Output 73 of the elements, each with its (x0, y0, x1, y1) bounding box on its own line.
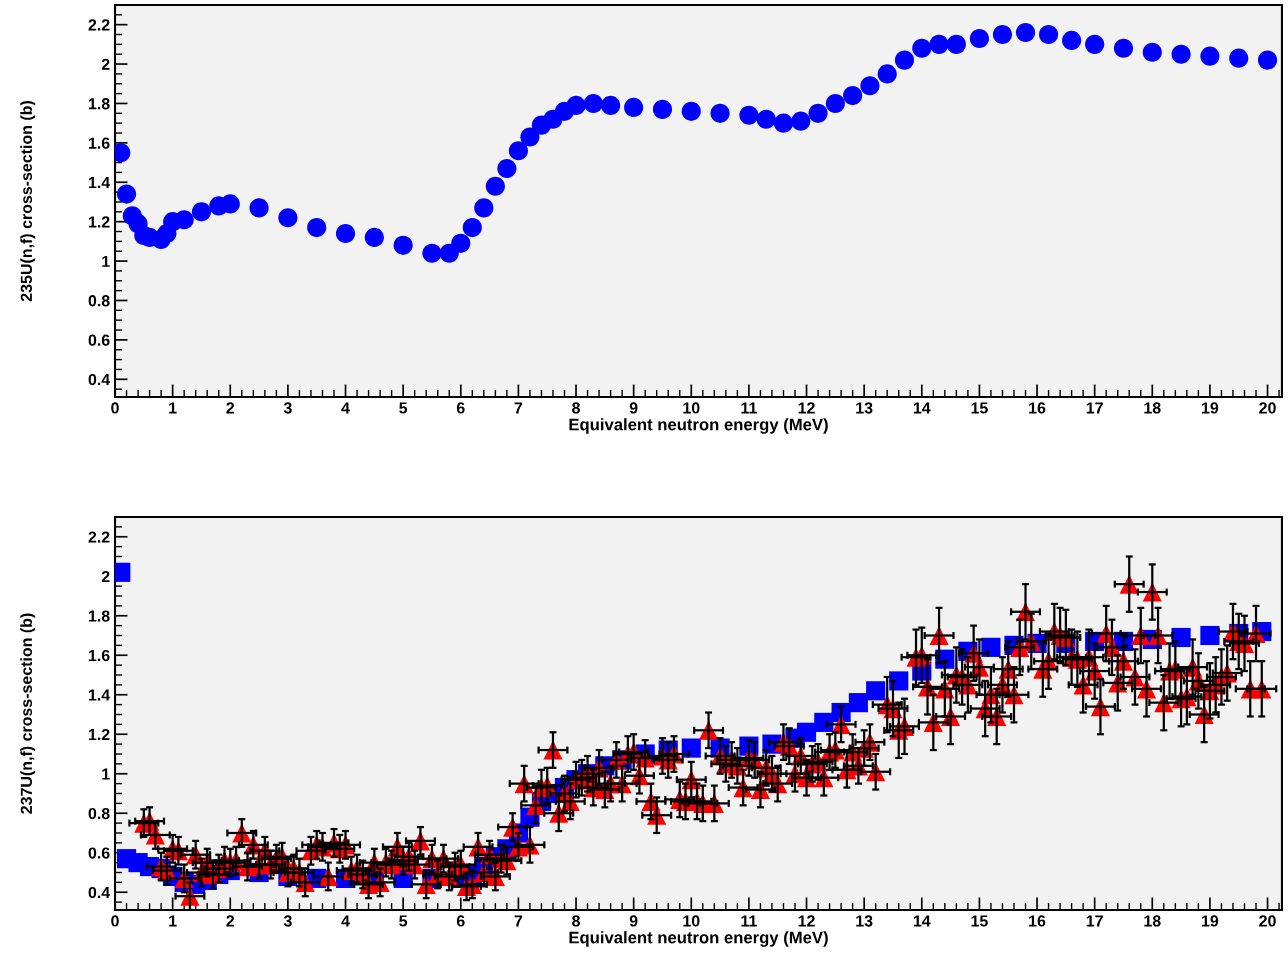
x-tick-label: 12 (798, 915, 815, 927)
x-tick-label: 17 (1086, 402, 1103, 414)
x-axis-title: Equivalent neutron energy (MeV) (569, 931, 828, 947)
x-tick-label: 1 (169, 402, 177, 414)
x-tick-label: 20 (1259, 915, 1276, 927)
y-tick-label: 0.4 (88, 373, 111, 386)
point (866, 681, 886, 701)
x-tick-label: 9 (629, 915, 638, 927)
y-tick-label: 1 (102, 768, 110, 780)
y-tick-label: 0.8 (88, 295, 110, 307)
x-tick-label: 18 (1144, 915, 1161, 927)
x-tick-label: 14 (913, 915, 931, 927)
x-tick-label: 10 (683, 915, 700, 927)
x-tick-label: 4 (341, 402, 350, 414)
y-tick-label: 0.6 (88, 334, 110, 346)
y-tick-label: 1.2 (88, 728, 110, 741)
x-tick-label: 13 (856, 915, 873, 927)
x-tick-label: 16 (1029, 402, 1046, 414)
x-tick-label: 1 (169, 915, 177, 927)
point (1200, 625, 1220, 646)
x-tick-label: 14 (913, 402, 931, 414)
x-tick-label: 9 (629, 402, 638, 414)
x-tick-label: 15 (971, 915, 988, 927)
x-tick-label: 6 (456, 402, 465, 414)
x-tick-label: 19 (1202, 402, 1219, 414)
x-tick-label: 7 (514, 402, 523, 414)
x-tick-label: 5 (399, 915, 408, 927)
y-tick-label: 0.8 (88, 807, 110, 820)
x-tick-label: 18 (1144, 402, 1161, 414)
x-tick-label: 0 (111, 402, 119, 414)
y-tick-label: 1.4 (88, 177, 111, 189)
y-tick-label: 2 (101, 570, 110, 583)
x-tick-label: 19 (1202, 915, 1219, 927)
point (814, 712, 834, 732)
x-tick-label: 8 (572, 915, 580, 927)
y-tick-label: 2 (101, 58, 110, 70)
y-axis-title: 237U(n,f) cross-section (b) (20, 613, 36, 814)
y-tick-label: 2.2 (88, 531, 110, 543)
x-tick-label: 3 (283, 915, 292, 927)
x-tick-label: 6 (456, 915, 465, 927)
x-tick-label: 13 (856, 402, 873, 414)
y-tick-label: 2.2 (88, 19, 110, 31)
x-tick-label: 16 (1029, 915, 1046, 927)
y-tick-label: 1.2 (88, 216, 110, 228)
x-tick-label: 8 (572, 402, 580, 414)
y-tick-label: 1.8 (88, 610, 110, 622)
point (889, 671, 909, 691)
x-tick-label: 11 (741, 402, 757, 414)
y-tick-label: 0.4 (88, 886, 111, 899)
x-tick-label: 10 (683, 402, 700, 414)
y-axis-title: 235U(n,f) cross-section (b) (20, 101, 36, 302)
y-tick-label: 1 (102, 255, 110, 267)
x-axis-title: Equivalent neutron energy (MeV) (569, 418, 828, 434)
x-tick-label: 11 (741, 915, 757, 927)
point (981, 637, 1001, 657)
x-tick-label: 0 (111, 915, 119, 927)
y-tick-label: 1.8 (88, 98, 110, 110)
point (848, 693, 868, 713)
x-tick-label: 5 (399, 402, 408, 414)
x-tick-label: 2 (226, 915, 235, 927)
x-tick-label: 12 (798, 402, 815, 414)
x-tick-label: 20 (1259, 402, 1276, 414)
y-tick-label: 1.6 (88, 649, 110, 662)
x-tick-label: 7 (514, 915, 523, 927)
point (681, 738, 701, 758)
x-tick-label: 3 (283, 402, 292, 414)
y-tick-label: 1.6 (88, 137, 110, 149)
x-tick-label: 17 (1086, 915, 1103, 927)
x-tick-label: 15 (971, 402, 988, 414)
y-tick-label: 0.6 (88, 847, 110, 859)
x-tick-label: 2 (226, 402, 235, 414)
x-tick-label: 4 (341, 915, 350, 927)
y-tick-label: 1.4 (88, 689, 111, 701)
